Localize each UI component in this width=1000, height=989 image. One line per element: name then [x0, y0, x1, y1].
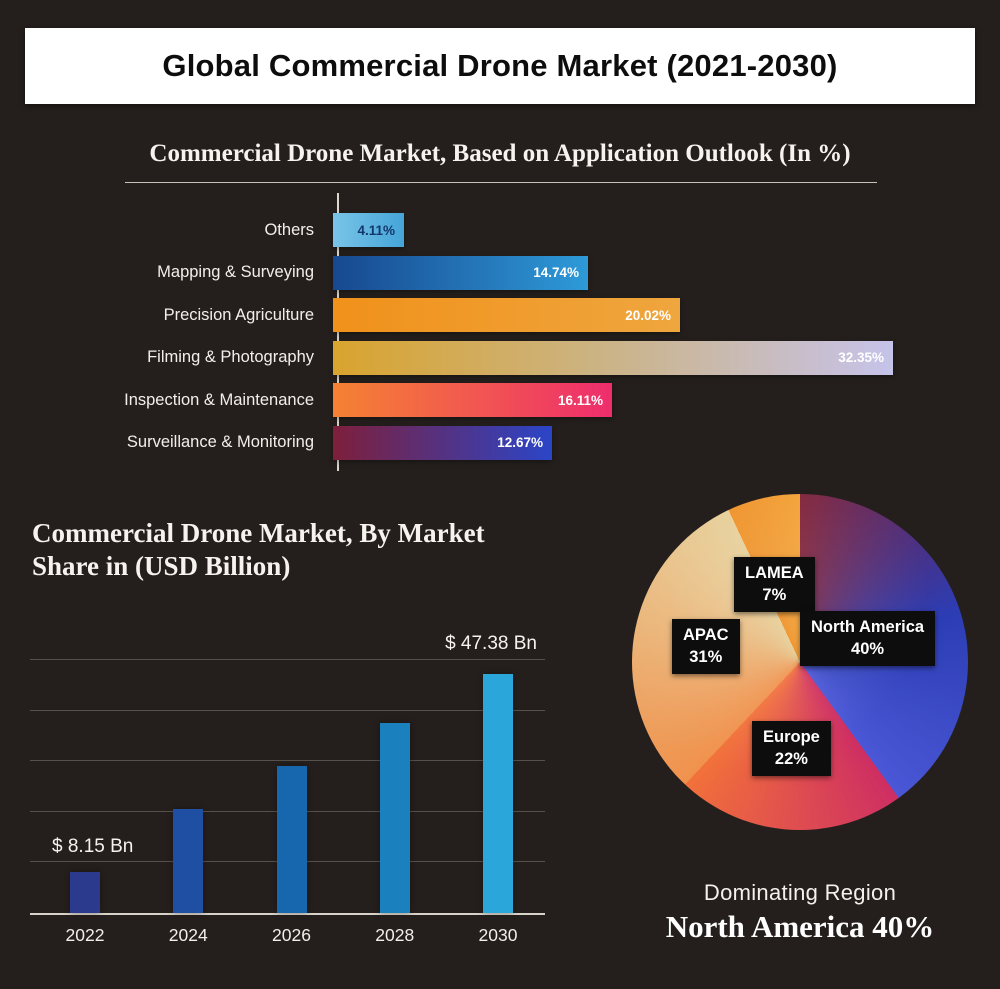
- pie-label-north-america-name: North America: [811, 618, 925, 636]
- dominating-region-value: North America 40%: [665, 909, 935, 944]
- hbar-row: Others 4.11%: [37, 213, 963, 247]
- header-banner: Global Commercial Drone Market (2021-203…: [25, 28, 975, 104]
- pie-label-apac: APAC 31%: [672, 619, 740, 674]
- hbar-value-label: 32.35%: [838, 350, 884, 365]
- vbar-column: 2026: [272, 637, 311, 945]
- hbar-track: 32.35%: [327, 340, 963, 375]
- hbar-category-label: Precision Agriculture: [163, 305, 314, 324]
- x-axis-label: 2022: [65, 925, 105, 945]
- market-size-bar-chart: 2022 2024 2026 2028 2030 $ 47.38 Bn $ 8.15 B…: [30, 633, 545, 945]
- gridline: [30, 760, 545, 761]
- hbar-category-label: Inspection & Maintenance: [124, 390, 314, 409]
- hbar-track: 16.11%: [327, 383, 963, 417]
- application-bar-chart: Others 4.11% Mapping & Surveying 14.74% Prec…: [37, 193, 963, 471]
- hbar: 12.67%: [333, 425, 552, 460]
- pie-label-north-america-pct: 40%: [851, 640, 885, 659]
- value-annotation-2030: $ 47.38 Bn: [445, 633, 537, 654]
- vbar: [483, 674, 513, 913]
- pie-label-europe-name: Europe: [763, 728, 820, 746]
- chart-axis-line: [337, 193, 339, 471]
- dominating-region-block: Dominating Region North America 40%: [600, 880, 1000, 945]
- x-axis-label: 2026: [272, 925, 311, 945]
- hbar: 32.35%: [333, 340, 893, 375]
- hbar-track: 14.74%: [327, 255, 963, 290]
- hbar-value-label: 4.11%: [357, 222, 395, 238]
- application-chart-title: Commercial Drone Market, Based on Applic…: [149, 140, 851, 167]
- hbar-track: 4.11%: [327, 213, 963, 247]
- hbar: 4.11%: [333, 213, 404, 247]
- regional-pie-chart: LAMEA 7% North America 40% APAC 31% Euro…: [632, 494, 968, 830]
- x-axis-label: 2024: [168, 925, 208, 945]
- vbar: [276, 766, 307, 913]
- hbar: 20.02%: [333, 298, 680, 332]
- hbar-value-label: 20.02%: [625, 307, 671, 323]
- pie-label-europe-pct: 22%: [774, 750, 808, 769]
- hbar-category-label: Surveillance & Monitoring: [126, 433, 314, 451]
- hbar: 14.74%: [333, 255, 588, 290]
- market-size-chart-title: Commercial Drone Market, By Market Share…: [32, 517, 572, 584]
- hbar-row: Inspection & Maintenance 16.11%: [37, 383, 963, 417]
- gridline: [30, 659, 545, 660]
- hbar-value-label: 16.11%: [557, 392, 603, 408]
- title-underline: [125, 182, 877, 183]
- vbar: [173, 809, 204, 913]
- vbar: [70, 872, 100, 913]
- hbar: 16.11%: [333, 383, 612, 417]
- pie-label-lamea: LAMEA 7%: [734, 557, 815, 612]
- x-axis-label: 2028: [375, 925, 415, 945]
- hbar-value-label: 14.74%: [533, 265, 579, 280]
- vbar: [379, 723, 410, 913]
- market-size-title-line2: Share in (USD Billion): [32, 551, 291, 582]
- vbar-column: 2024: [169, 637, 208, 945]
- dominating-region-label: Dominating Region: [703, 880, 897, 905]
- hbar-track: 12.67%: [327, 425, 963, 460]
- hbar-row: Filming & Photography 32.35%: [37, 340, 963, 375]
- market-size-title-line1: Commercial Drone Market, By Market: [32, 518, 485, 548]
- pie-label-apac-pct: 31%: [689, 648, 723, 667]
- page-title: Global Commercial Drone Market (2021-203…: [162, 48, 838, 83]
- hbar-row: Mapping & Surveying 14.74%: [37, 255, 963, 290]
- vbar-column: 2030: [479, 637, 517, 945]
- pie-label-north-america: North America 40%: [800, 611, 936, 666]
- hbar-category-label: Mapping & Surveying: [157, 263, 314, 281]
- vbar-columns: 2022 2024 2026 2028 2030: [30, 637, 545, 945]
- hbar-row: Precision Agriculture 20.02%: [37, 298, 963, 332]
- hbar-category-label: Others: [264, 220, 314, 239]
- pie-label-lamea-pct: 7%: [762, 586, 787, 605]
- pie-label-lamea-name: LAMEA: [745, 564, 804, 582]
- hbar-value-label: 12.67%: [497, 435, 543, 450]
- hbar-track: 20.02%: [327, 298, 963, 332]
- vbar-column: 2022: [66, 637, 104, 945]
- pie-label-apac-name: APAC: [683, 626, 729, 644]
- value-annotation-2022: $ 8.15 Bn: [52, 836, 134, 857]
- pie-label-europe: Europe 22%: [752, 721, 831, 776]
- hbar-rows: Others 4.11% Mapping & Surveying 14.74% Prec…: [37, 213, 963, 460]
- gridline: [30, 710, 545, 711]
- vbar-column: 2028: [375, 637, 414, 945]
- hbar-category-label: Filming & Photography: [147, 348, 314, 366]
- hbar-row: Surveillance & Monitoring 12.67%: [37, 425, 963, 460]
- x-axis-label: 2030: [478, 925, 518, 945]
